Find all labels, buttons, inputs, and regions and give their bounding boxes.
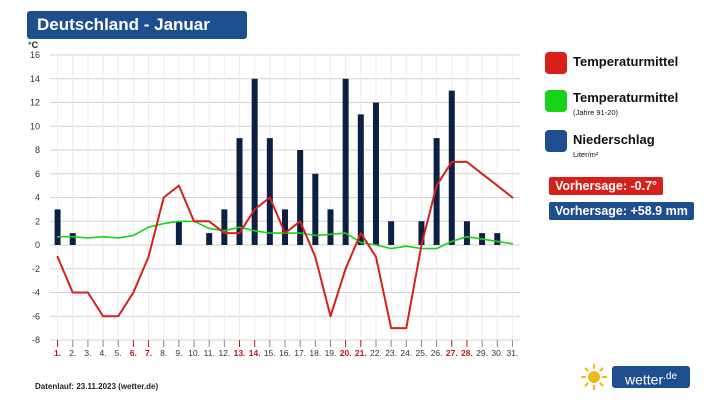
precipitation-bar xyxy=(236,138,243,245)
x-tick-label: 2. xyxy=(69,348,76,358)
data-run-footer: Datenlauf: 23.11.2023 (wetter.de) xyxy=(35,382,159,391)
precipitation-bar xyxy=(251,78,258,245)
precipitation-bar xyxy=(463,221,470,245)
x-tick-label: 24. xyxy=(400,348,412,358)
x-tick-label: 28. xyxy=(461,348,473,358)
y-tick-label: -2 xyxy=(32,264,40,274)
precipitation-bar xyxy=(418,221,425,245)
precipitation-bar xyxy=(312,173,319,245)
temperature-mean-line xyxy=(56,160,514,330)
legend-swatch-climate xyxy=(545,90,567,112)
y-tick-label: 12 xyxy=(30,98,40,108)
sun-icon xyxy=(580,364,608,390)
forecast-precipitation-badge: Vorhersage: +58.9 mm xyxy=(549,202,694,220)
y-tick-label: 14 xyxy=(30,74,40,84)
precipitation-bar xyxy=(357,114,364,245)
legend-label-temperature: Temperaturmittel xyxy=(573,54,679,69)
precipitation-bar xyxy=(221,209,228,245)
x-tick-label: 6. xyxy=(130,348,137,358)
legend-label-precipitation: Niederschlag xyxy=(573,132,655,147)
x-tick-label: 3. xyxy=(84,348,91,358)
precipitation-bar xyxy=(327,209,334,245)
x-tick-label: 11. xyxy=(204,348,215,358)
precipitation-bar xyxy=(282,209,288,245)
precipitation-bar xyxy=(342,78,349,245)
precipitation-bar xyxy=(448,90,455,245)
x-tick-label: 15. xyxy=(264,348,276,358)
precipitation-bar xyxy=(297,150,304,245)
logo-wordmark: wetter.de xyxy=(612,366,690,388)
x-tick-label: 12. xyxy=(218,348,230,358)
y-tick-label: 6 xyxy=(35,169,40,179)
y-unit-label: °C xyxy=(28,40,39,50)
x-tick-label: 8. xyxy=(160,348,167,358)
x-tick-label: 29. xyxy=(476,348,488,358)
x-tick-label: 26. xyxy=(431,348,443,358)
precipitation-bar xyxy=(69,233,76,245)
legend-swatch-precipitation xyxy=(545,130,567,152)
y-tick-label: 4 xyxy=(35,193,40,203)
precipitation-bar xyxy=(175,221,182,245)
precipitation-bar xyxy=(266,138,273,245)
x-tick-label: 7. xyxy=(145,348,152,358)
legend-sublabel-precipitation: Liter/m² xyxy=(573,150,599,159)
legend-swatch-temperature xyxy=(545,52,567,74)
y-tick-label: 8 xyxy=(35,145,40,155)
y-tick-label: 16 xyxy=(30,50,40,60)
x-tick-label: 31. xyxy=(507,348,519,358)
x-tick-label: 21. xyxy=(355,348,367,358)
precipitation-bar xyxy=(494,233,501,245)
x-tick-label: 23. xyxy=(385,348,397,358)
x-tick-label: 27. xyxy=(446,348,458,358)
legend-sublabel-climate: (Jahre 91-20) xyxy=(573,108,619,117)
y-tick-label: 2 xyxy=(35,216,40,226)
x-tick-label: 4. xyxy=(100,348,107,358)
precipitation-bar xyxy=(388,221,395,245)
precipitation-bar xyxy=(206,233,213,245)
x-tick-label: 13. xyxy=(234,348,246,358)
x-tick-label: 17. xyxy=(294,348,306,358)
x-tick-label: 1. xyxy=(54,348,61,358)
y-tick-label: -4 xyxy=(32,288,40,298)
precipitation-bar xyxy=(372,102,379,245)
x-tick-label: 16. xyxy=(279,348,291,358)
x-tick-label: 20. xyxy=(340,348,352,358)
wetter-logo[interactable]: wetter.de xyxy=(580,364,692,390)
precipitation-bar xyxy=(433,138,440,245)
x-tick-label: 14. xyxy=(249,348,261,358)
y-tick-label: 0 xyxy=(35,240,40,250)
x-tick-label: 18. xyxy=(309,348,321,358)
legend-label-climate: Temperaturmittel xyxy=(573,90,679,105)
y-tick-label: -6 xyxy=(32,311,40,321)
x-tick-label: 19. xyxy=(325,348,337,358)
x-tick-label: 9. xyxy=(175,348,182,358)
x-tick-label: 30. xyxy=(491,348,503,358)
chart-title: Deutschland - Januar xyxy=(27,11,247,39)
forecast-temperature-badge: Vorhersage: -0.7° xyxy=(549,177,664,195)
precipitation-bar xyxy=(54,209,61,245)
y-tick-label: -8 xyxy=(32,335,40,345)
x-tick-label: 22. xyxy=(370,348,382,358)
x-tick-label: 10. xyxy=(188,348,200,358)
y-tick-label: 10 xyxy=(30,121,40,131)
x-tick-label: 25. xyxy=(416,348,428,358)
x-tick-label: 5. xyxy=(115,348,122,358)
